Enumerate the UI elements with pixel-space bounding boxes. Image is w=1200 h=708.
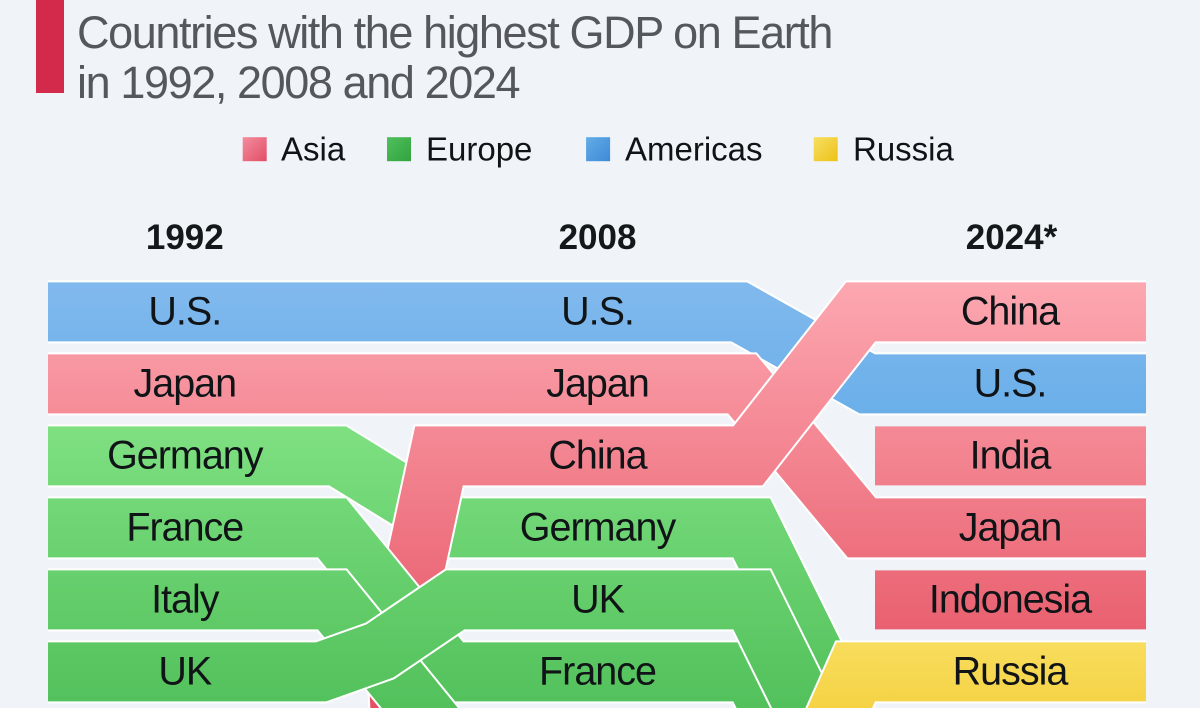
svg-text:UK: UK	[571, 578, 625, 622]
svg-text:Italy: Italy	[151, 578, 220, 622]
svg-text:U.S.: U.S.	[148, 290, 221, 334]
svg-text:2024*: 2024*	[966, 218, 1058, 257]
svg-text:Japan: Japan	[133, 362, 236, 406]
svg-text:Germany: Germany	[107, 434, 264, 478]
svg-text:U.S.: U.S.	[974, 362, 1047, 406]
svg-text:Japan: Japan	[959, 506, 1062, 550]
svg-text:2008: 2008	[559, 218, 637, 257]
svg-text:UK: UK	[158, 650, 212, 694]
svg-text:in 1992, 2008 and 2024: in 1992, 2008 and 2024	[77, 57, 520, 108]
svg-text:Japan: Japan	[546, 362, 649, 406]
svg-text:China: China	[548, 434, 647, 478]
svg-text:France: France	[539, 650, 656, 694]
svg-text:India: India	[970, 434, 1052, 478]
svg-text:China: China	[961, 290, 1060, 334]
svg-text:Russia: Russia	[853, 131, 955, 168]
svg-text:U.S.: U.S.	[561, 290, 634, 334]
svg-text:Asia: Asia	[281, 131, 346, 168]
svg-text:Indonesia: Indonesia	[929, 578, 1092, 622]
svg-text:Americas: Americas	[625, 131, 763, 168]
svg-text:France: France	[126, 506, 243, 550]
svg-text:Europe: Europe	[426, 131, 532, 168]
svg-text:Germany: Germany	[520, 506, 677, 550]
svg-text:1992: 1992	[146, 218, 224, 257]
svg-text:Russia: Russia	[953, 650, 1069, 694]
svg-text:Countries with the highest GDP: Countries with the highest GDP on Earth	[77, 7, 832, 58]
